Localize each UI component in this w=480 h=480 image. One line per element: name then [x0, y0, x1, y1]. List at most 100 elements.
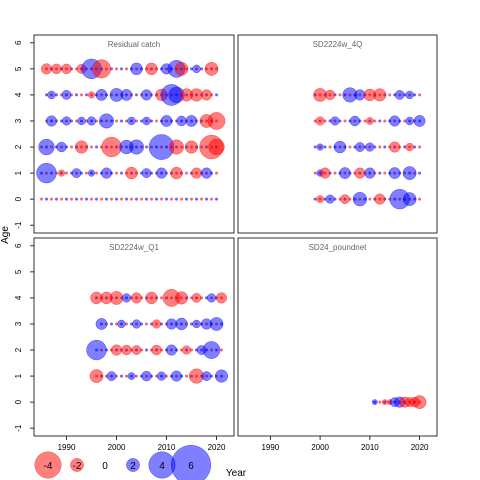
residual-point	[130, 197, 133, 201]
residual-point	[413, 93, 417, 97]
residual-point	[115, 322, 118, 326]
residual-bubble	[77, 116, 86, 126]
residual-bubble	[95, 89, 108, 101]
panel-title: Residual catch	[108, 40, 160, 49]
panel-frame	[237, 34, 438, 234]
residual-point	[313, 197, 317, 201]
residual-bubble	[215, 292, 228, 304]
residual-bubble	[191, 293, 202, 303]
residual-point	[155, 119, 158, 123]
residual-point	[383, 145, 387, 149]
residual-point	[120, 374, 123, 378]
residual-bubble	[201, 371, 212, 381]
y-tick-label: 3	[14, 118, 23, 123]
residual-bubble	[121, 293, 132, 303]
residual-point	[205, 197, 208, 201]
x-tick-label: 2000	[108, 443, 126, 452]
y-tick-label: 1	[14, 373, 23, 378]
residual-point	[135, 374, 138, 378]
residual-bubble	[71, 168, 82, 178]
residual-point	[150, 197, 153, 201]
residual-point	[75, 197, 78, 201]
x-tick-label: 2020	[411, 443, 429, 452]
residual-point	[40, 197, 43, 201]
residual-point	[135, 197, 138, 201]
residual-point	[125, 119, 128, 123]
residual-bubble	[145, 62, 158, 76]
legend-label: -4	[44, 461, 53, 472]
residual-bubble	[354, 89, 366, 101]
residual-point	[45, 197, 48, 201]
residual-bubble	[174, 291, 189, 305]
residual-bubble	[402, 192, 417, 206]
residual-bubble	[45, 115, 58, 127]
residual-point	[100, 197, 103, 201]
residual-bubble	[365, 117, 374, 125]
residual-point	[170, 197, 173, 201]
residual-point	[85, 171, 88, 175]
residual-bubble	[176, 115, 187, 127]
residual-point	[180, 197, 183, 201]
residual-bubble	[165, 318, 178, 330]
residual-point	[125, 374, 128, 378]
residual-point	[160, 296, 163, 300]
residual-bubble	[57, 169, 66, 177]
residual-bubble	[330, 116, 340, 126]
panel-title: SD2224w_4Q	[313, 40, 363, 49]
residual-point	[140, 197, 143, 201]
x-tick-label: 2000	[311, 443, 329, 452]
residual-bubble	[151, 344, 162, 356]
residual-point	[383, 171, 387, 175]
residual-bubble	[184, 140, 199, 154]
residual-point	[333, 171, 337, 175]
residual-point	[140, 119, 143, 123]
residual-bubble	[110, 344, 123, 356]
x-axis-title: Year	[226, 468, 247, 479]
residual-bubble	[120, 89, 133, 101]
residual-point	[50, 197, 53, 201]
residual-bubble	[412, 395, 427, 409]
residual-bubble	[156, 371, 167, 381]
residual-point	[80, 197, 83, 201]
panel-frame	[33, 237, 235, 437]
residual-point	[110, 197, 113, 201]
residual-point	[125, 197, 128, 201]
residual-bubble	[188, 368, 205, 384]
residual-bubble	[145, 291, 158, 305]
residual-bubble	[413, 115, 426, 127]
residual-bubble	[364, 167, 376, 179]
residual-point	[135, 119, 138, 123]
residual-bubble	[388, 167, 401, 179]
y-tick-label: 2	[14, 347, 23, 352]
residual-bubble	[140, 89, 153, 101]
legend-label: -2	[73, 461, 82, 472]
residual-point	[120, 119, 123, 123]
residual-bubble	[142, 116, 151, 126]
residual-bubble	[319, 167, 331, 179]
residual-point	[125, 322, 128, 326]
residual-point	[70, 145, 73, 149]
y-tick-label: -1	[14, 424, 23, 432]
residual-point	[210, 197, 213, 201]
residual-bubble	[214, 369, 229, 383]
y-tick-label: 5	[14, 269, 23, 274]
residual-point	[388, 93, 392, 97]
x-tick-label: 1990	[261, 443, 279, 452]
residual-bubble	[181, 345, 192, 355]
residual-point	[70, 197, 73, 201]
residual-bubble	[61, 116, 72, 126]
residual-point	[75, 119, 78, 123]
x-tick-label: 1990	[58, 443, 76, 452]
residual-bubble	[92, 59, 111, 79]
residual-point	[418, 197, 422, 201]
residual-point	[338, 93, 342, 97]
residual-bubble	[56, 141, 67, 153]
residual-bubble	[315, 116, 325, 126]
residual-bubble	[175, 317, 188, 331]
residual-point	[90, 145, 93, 149]
residual-bubble	[405, 116, 414, 126]
residual-bubble	[340, 194, 350, 205]
panel-title: SD24_poundnet	[309, 243, 368, 252]
residual-point	[90, 197, 93, 201]
residual-point	[418, 145, 422, 149]
